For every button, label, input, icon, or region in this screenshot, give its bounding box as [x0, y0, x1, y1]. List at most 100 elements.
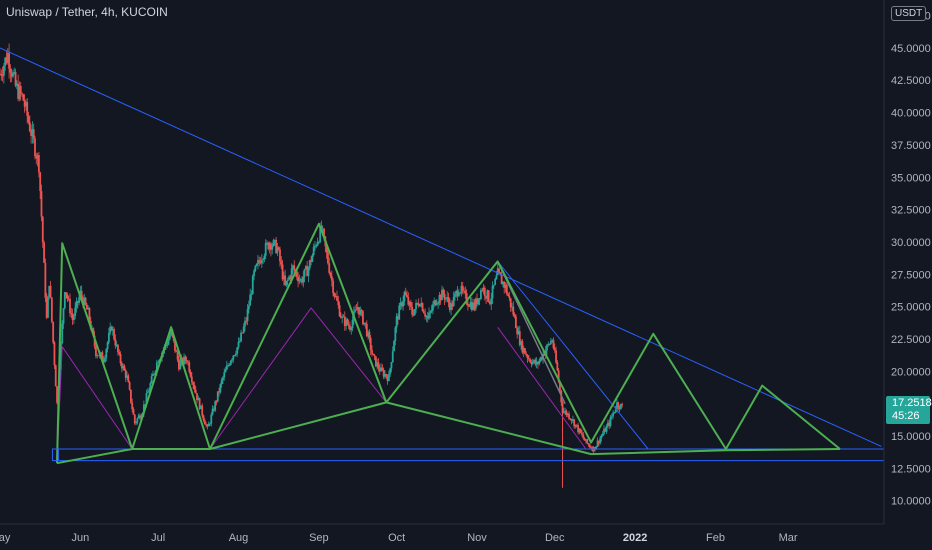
candle-body: [66, 294, 69, 299]
candle-body: [45, 297, 48, 318]
descending-trendline[interactable]: [0, 47, 882, 447]
candle-body: [389, 368, 392, 375]
candle-body: [529, 359, 532, 363]
candle-body: [454, 293, 456, 297]
candle-body: [319, 225, 322, 243]
candle-body: [336, 296, 338, 301]
candle-body: [482, 287, 485, 291]
candle-body: [438, 295, 441, 303]
candle-body: [573, 419, 576, 427]
candle-body: [118, 352, 121, 354]
currency-badge[interactable]: USDT: [891, 6, 927, 21]
time-axis[interactable]: May Jun Jul Aug Sep Oct Nov Dec 2022 Feb Mar: [0, 532, 798, 544]
green-zigzag-line[interactable]: [56, 222, 841, 464]
candle-body: [102, 359, 105, 362]
candle-body: [69, 298, 71, 314]
candle-body: [295, 271, 298, 277]
candle-body: [268, 243, 271, 250]
candle-body: [137, 415, 140, 419]
candle-body: [387, 374, 390, 382]
candle-body: [128, 382, 131, 390]
candle-body: [539, 357, 542, 361]
candle-body: [442, 289, 445, 294]
candle-body: [233, 355, 236, 356]
candle-body: [568, 413, 570, 419]
candle-body: [8, 53, 10, 69]
candle-body: [476, 298, 478, 305]
candle-body: [96, 355, 99, 357]
candle-body: [334, 296, 337, 297]
candle-body: [194, 389, 197, 394]
candle-body: [106, 342, 109, 350]
candle-body: [446, 296, 449, 299]
candle-body: [492, 284, 495, 286]
candle-body: [63, 292, 66, 309]
drawings-layer[interactable]: [0, 47, 884, 465]
candle-body: [316, 242, 319, 246]
candle-body: [587, 443, 590, 445]
candle-body: [201, 405, 204, 416]
candle-body: [394, 327, 397, 342]
y-tick-label: 15.0000: [891, 431, 931, 443]
candle-body: [465, 292, 468, 304]
candle-body: [591, 448, 594, 452]
candle-body: [184, 356, 187, 361]
x-tick-label: Mar: [779, 532, 798, 544]
candle-body: [368, 331, 371, 339]
candle-body: [467, 303, 469, 306]
candle-body: [543, 353, 546, 356]
candle-body: [355, 309, 358, 311]
candle-body: [167, 339, 170, 345]
candle-body: [229, 360, 232, 365]
candle-body: [206, 425, 209, 427]
candle-body: [596, 440, 599, 447]
candle-body: [238, 341, 241, 343]
candle-body: [224, 369, 227, 373]
purple-line-2[interactable]: [497, 327, 587, 450]
candle-body: [521, 341, 524, 353]
candle-body: [148, 390, 150, 393]
candle-body: [254, 265, 257, 271]
purple-line-1[interactable]: [209, 307, 387, 450]
candle-body: [516, 328, 519, 335]
candle-body: [289, 276, 292, 279]
candle-body: [441, 289, 443, 301]
y-tick-label: 35.0000: [891, 172, 931, 184]
candle-body: [315, 245, 318, 247]
candle-body: [25, 102, 27, 107]
candle-body: [179, 361, 182, 370]
candle-body: [350, 327, 353, 330]
candle-body: [23, 100, 26, 107]
candle-body: [168, 335, 171, 340]
candle-body: [31, 129, 34, 136]
candle-body: [437, 302, 440, 305]
candle-body: [429, 311, 432, 313]
channel-anchor-box[interactable]: [51, 448, 59, 462]
candle-body: [398, 305, 401, 320]
candle-body: [451, 303, 454, 307]
candle-body: [258, 260, 261, 262]
candle-body: [70, 313, 73, 315]
candle-body: [223, 372, 226, 378]
candle-body: [569, 418, 572, 420]
candle-body: [65, 292, 68, 295]
blue-trendline-short[interactable]: [497, 261, 649, 450]
candle-body: [114, 339, 117, 346]
candle-body: [339, 316, 342, 318]
candle-body: [246, 309, 249, 322]
candle-body: [197, 398, 200, 401]
x-tick-label: Aug: [229, 532, 249, 544]
candle-body: [613, 411, 616, 414]
candle-body: [535, 361, 538, 365]
candle-body: [113, 329, 115, 340]
x-tick-label: Feb: [706, 532, 725, 544]
candle-body: [555, 350, 557, 363]
candle-body: [207, 424, 210, 427]
candle-body: [468, 305, 471, 307]
candle-body: [530, 362, 533, 365]
candle-body: [244, 320, 246, 327]
candle-body: [609, 417, 612, 426]
candle-body: [385, 374, 388, 377]
candle-body: [22, 94, 25, 101]
